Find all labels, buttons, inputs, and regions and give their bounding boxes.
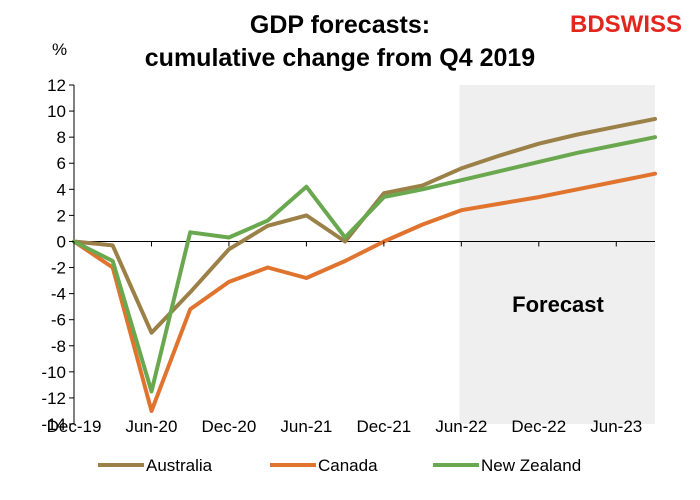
x-tick-label: Dec-21	[356, 417, 411, 436]
x-tick-label: Jun-22	[435, 417, 487, 436]
chart-title-line1: GDP forecasts:	[250, 11, 430, 39]
series-line-canada	[72, 171, 657, 413]
y-tick-label: -4	[51, 285, 66, 304]
y-tick-label: -6	[51, 311, 66, 330]
y-tick-label: 6	[57, 154, 66, 173]
y-tick-label: 0	[57, 232, 66, 251]
series-line-new-zealand	[72, 135, 657, 394]
x-tick-label: Jun-23	[590, 417, 642, 436]
legend: Australia Canada New Zealand	[98, 456, 581, 475]
x-tick-label: Jun-20	[125, 417, 177, 436]
y-axis-label: %	[52, 40, 67, 59]
legend-label-new-zealand: New Zealand	[481, 456, 581, 475]
y-tick-label: 12	[47, 76, 66, 95]
x-tick-label: Dec-20	[202, 417, 257, 436]
y-tick-label: -10	[41, 363, 66, 382]
legend-label-canada: Canada	[318, 456, 378, 475]
y-tick-label: -2	[51, 259, 66, 278]
x-tick-label: Dec-19	[47, 417, 102, 436]
chart-title-line2: cumulative change from Q4 2019	[145, 44, 535, 72]
legend-label-australia: Australia	[146, 456, 213, 475]
y-tick-label: 4	[57, 180, 66, 199]
svg-text:BDSWISS: BDSWISS	[570, 11, 682, 38]
forecast-region	[459, 85, 655, 424]
y-tick-label: -8	[51, 337, 66, 356]
y-tick-label: 8	[57, 128, 66, 147]
forecast-label: Forecast	[512, 292, 604, 317]
y-tick-label: -12	[41, 389, 66, 408]
y-tick-label: 2	[57, 206, 66, 225]
y-tick-label: 10	[47, 102, 66, 121]
brand-logo: BDSWISS	[570, 11, 682, 38]
brand-logo-bd: BD	[570, 11, 605, 38]
brand-logo-swiss: SWISS	[605, 11, 682, 38]
x-tick-label: Jun-21	[280, 417, 332, 436]
y-tick-label: -14	[41, 415, 66, 434]
x-tick-label: Dec-22	[511, 417, 566, 436]
